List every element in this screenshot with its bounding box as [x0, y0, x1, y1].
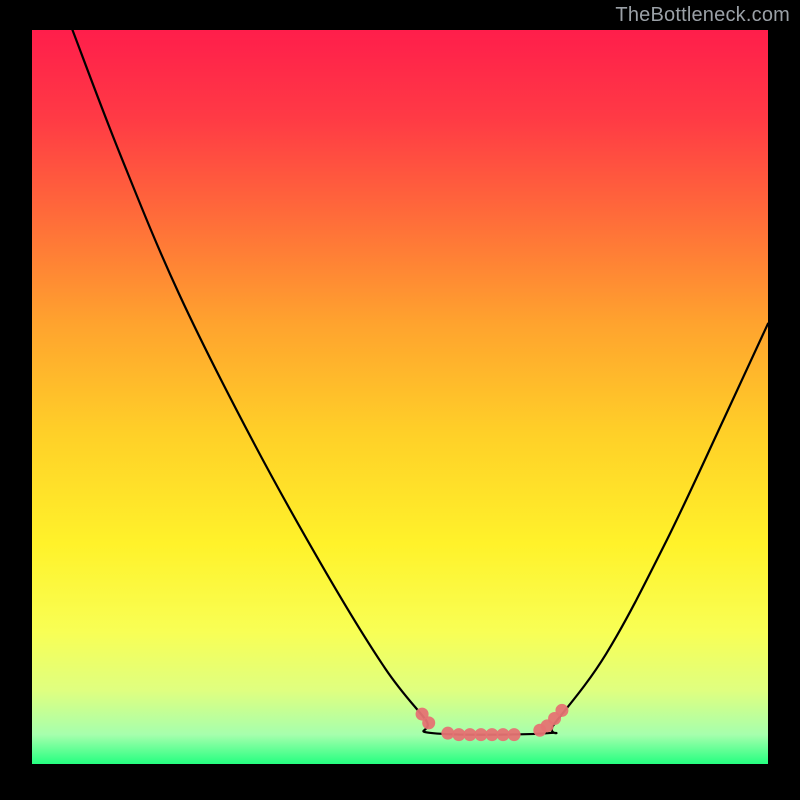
- highlight-bead: [555, 704, 568, 717]
- chart-svg: [0, 0, 800, 800]
- plot-area: [32, 30, 768, 764]
- highlight-bead: [422, 716, 435, 729]
- watermark-text: TheBottleneck.com: [615, 4, 790, 27]
- highlight-bead: [508, 728, 521, 741]
- highlight-bead: [441, 727, 454, 740]
- chart-stage: TheBottleneck.com: [0, 0, 800, 800]
